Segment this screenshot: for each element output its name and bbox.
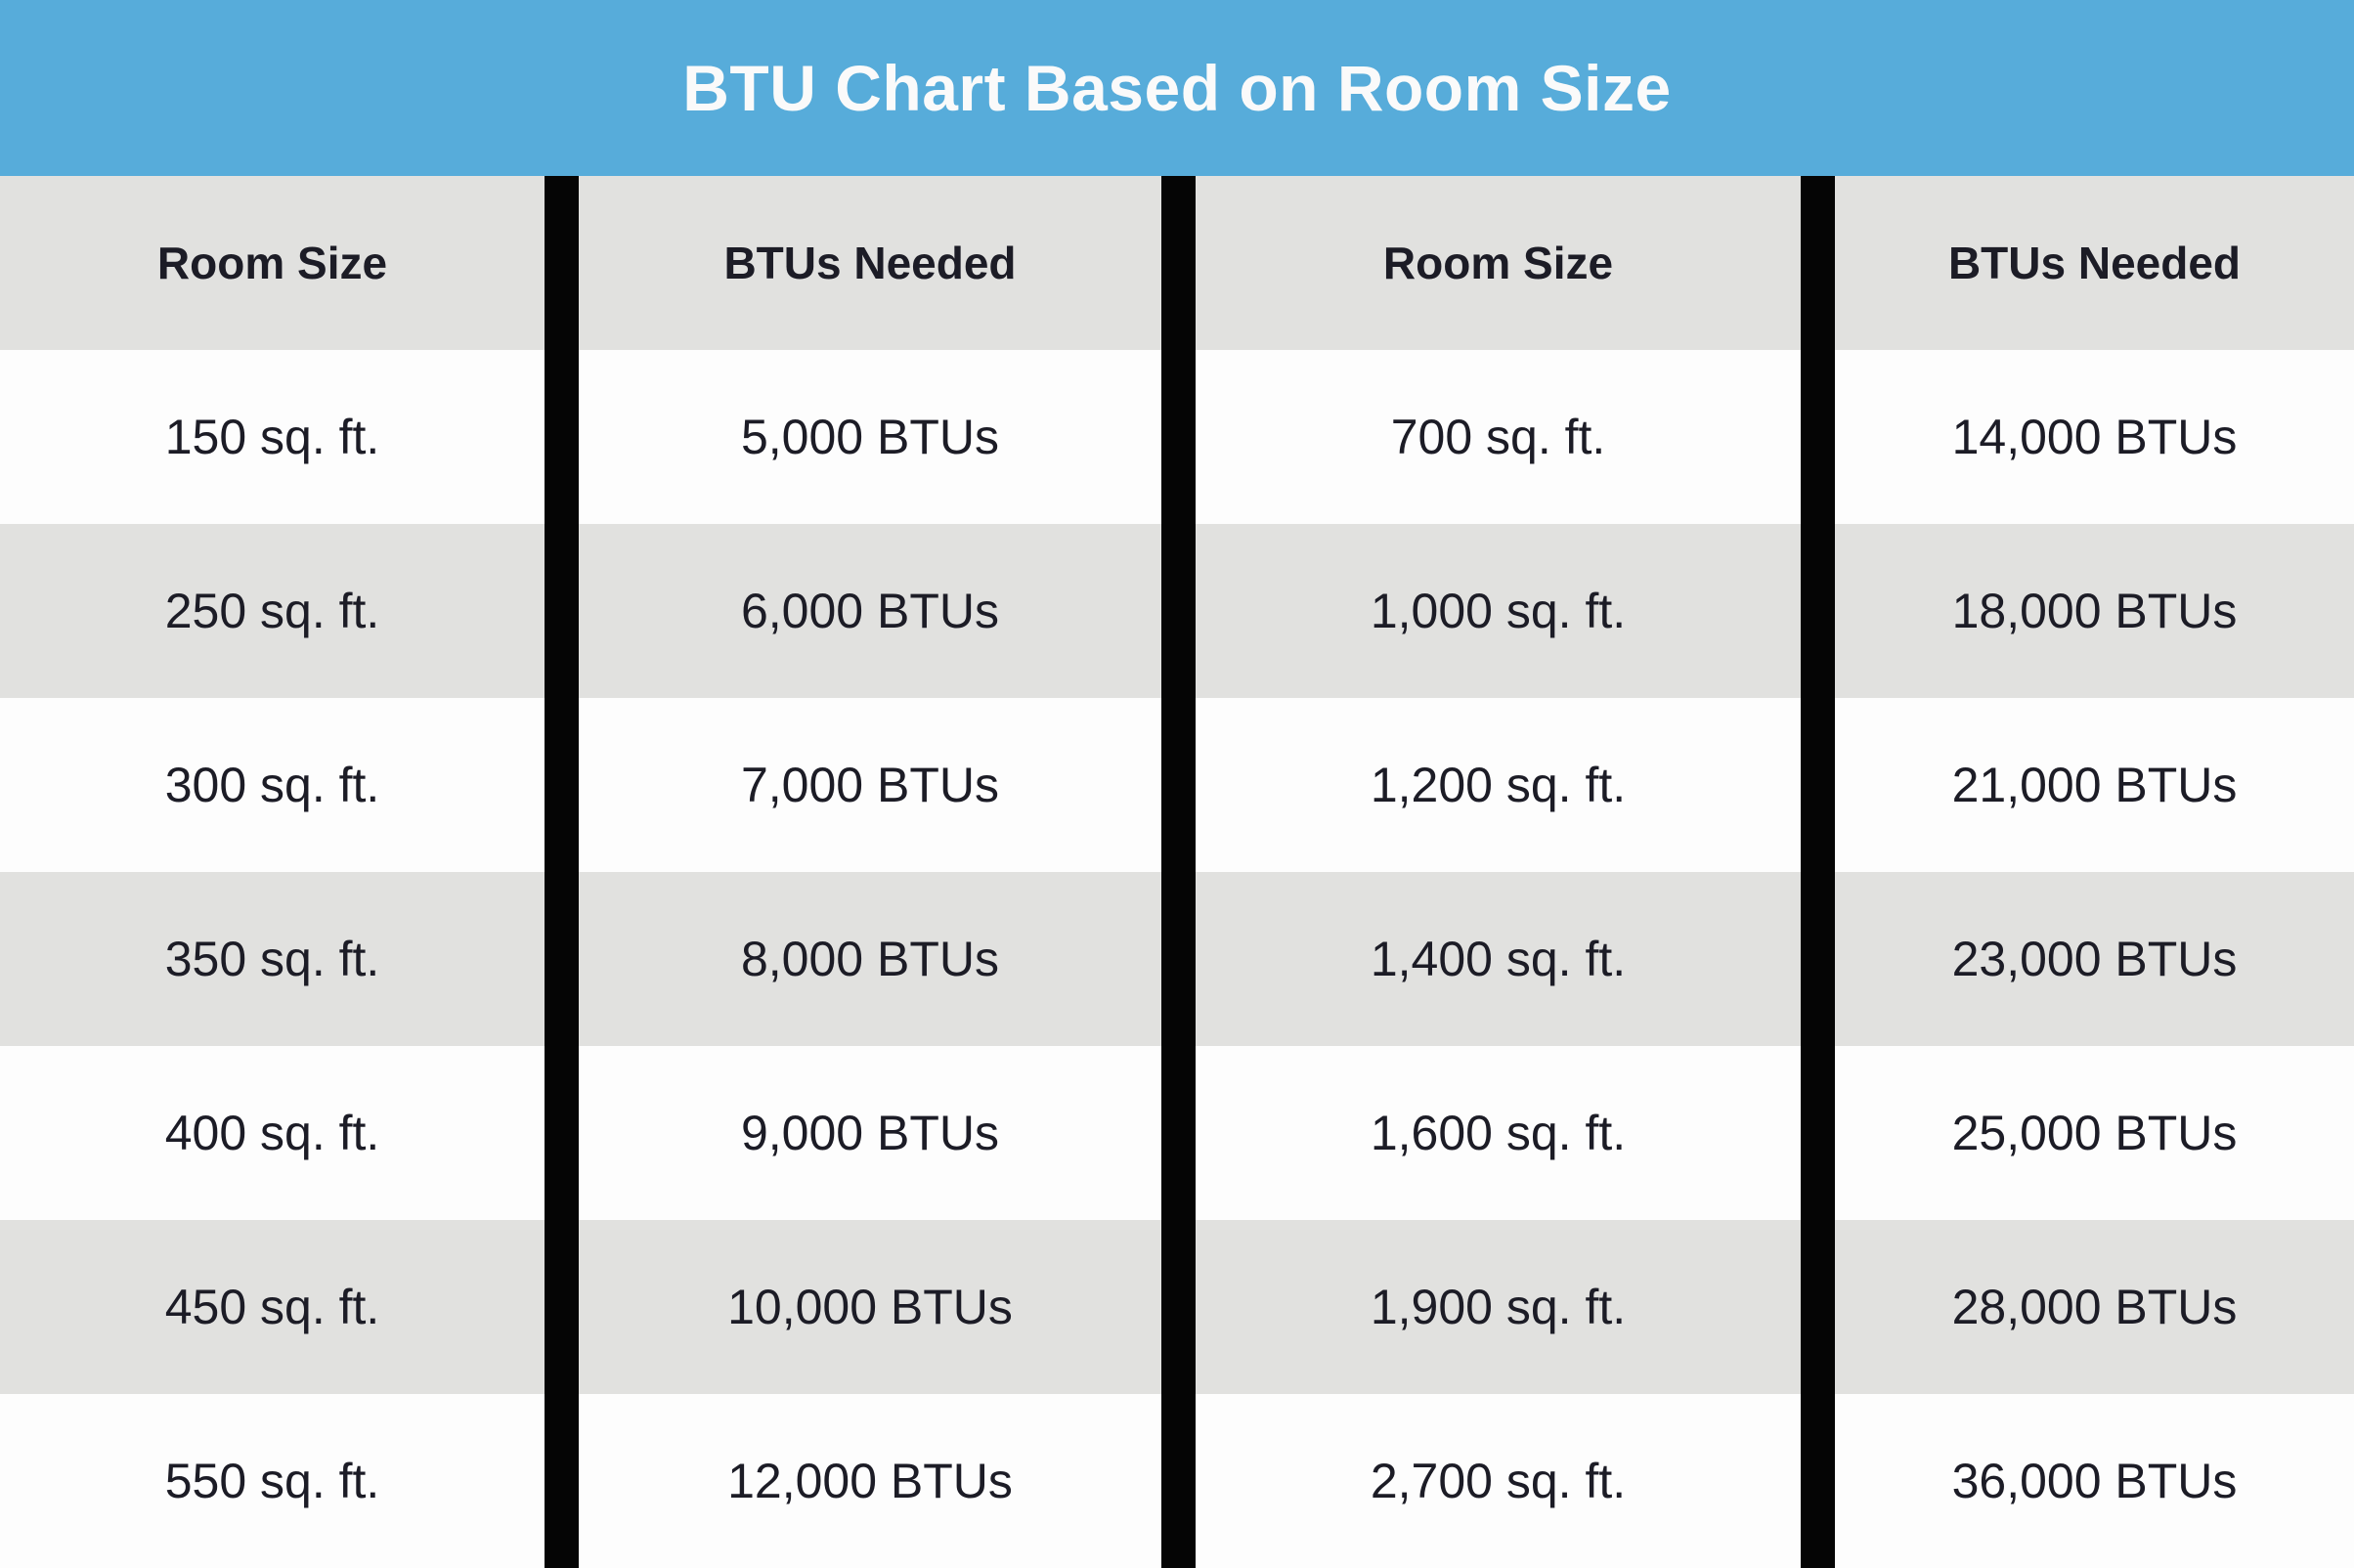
column-divider — [1161, 1394, 1196, 1568]
table-cell: 8,000 BTUs — [579, 872, 1161, 1046]
table-cell: 21,000 BTUs — [1835, 698, 2354, 872]
column-divider — [1801, 350, 1835, 524]
table-cell: 18,000 BTUs — [1835, 524, 2354, 698]
table-cell: 1,200 sq. ft. — [1196, 698, 1801, 872]
table-cell: 6,000 BTUs — [579, 524, 1161, 698]
table-cell: 400 sq. ft. — [0, 1046, 545, 1220]
column-divider — [1161, 698, 1196, 872]
column-divider — [1161, 1046, 1196, 1220]
column-divider — [545, 176, 579, 350]
column-divider — [1161, 350, 1196, 524]
column-divider — [545, 1046, 579, 1220]
table-cell: 25,000 BTUs — [1835, 1046, 2354, 1220]
column-divider — [545, 350, 579, 524]
table-cell: 550 sq. ft. — [0, 1394, 545, 1568]
table-cell: 350 sq. ft. — [0, 872, 545, 1046]
column-header-room-size-left: Room Size — [0, 176, 545, 350]
column-divider — [545, 524, 579, 698]
table-cell: 14,000 BTUs — [1835, 350, 2354, 524]
column-divider — [1801, 698, 1835, 872]
column-header-btus-needed-left: BTUs Needed — [579, 176, 1161, 350]
column-divider — [545, 1220, 579, 1394]
column-header-btus-needed-right: BTUs Needed — [1835, 176, 2354, 350]
title-band: BTU Chart Based on Room Size — [0, 0, 2354, 176]
column-divider — [1801, 1220, 1835, 1394]
table-cell: 2,700 sq. ft. — [1196, 1394, 1801, 1568]
column-header-room-size-right: Room Size — [1196, 176, 1801, 350]
table-cell: 1,900 sq. ft. — [1196, 1220, 1801, 1394]
table-cell: 10,000 BTUs — [579, 1220, 1161, 1394]
table-cell: 250 sq. ft. — [0, 524, 545, 698]
btu-table: Room Size BTUs Needed Room Size BTUs Nee… — [0, 176, 2354, 1568]
column-divider — [1161, 872, 1196, 1046]
column-divider — [1801, 1394, 1835, 1568]
column-divider — [1801, 1046, 1835, 1220]
table-cell: 1,000 sq. ft. — [1196, 524, 1801, 698]
table-cell: 5,000 BTUs — [579, 350, 1161, 524]
table-cell: 450 sq. ft. — [0, 1220, 545, 1394]
column-divider — [1161, 1220, 1196, 1394]
table-cell: 28,000 BTUs — [1835, 1220, 2354, 1394]
column-divider — [1801, 872, 1835, 1046]
column-divider — [545, 698, 579, 872]
column-divider — [1161, 524, 1196, 698]
table-cell: 1,600 sq. ft. — [1196, 1046, 1801, 1220]
column-divider — [1801, 176, 1835, 350]
table-cell: 23,000 BTUs — [1835, 872, 2354, 1046]
column-divider — [545, 1394, 579, 1568]
table-cell: 12,000 BTUs — [579, 1394, 1161, 1568]
column-divider — [545, 872, 579, 1046]
column-divider — [1801, 524, 1835, 698]
table-cell: 1,400 sq. ft. — [1196, 872, 1801, 1046]
table-cell: 300 sq. ft. — [0, 698, 545, 872]
table-cell: 9,000 BTUs — [579, 1046, 1161, 1220]
column-divider — [1161, 176, 1196, 350]
table-cell: 7,000 BTUs — [579, 698, 1161, 872]
table-cell: 150 sq. ft. — [0, 350, 545, 524]
page-title: BTU Chart Based on Room Size — [682, 52, 1672, 124]
table-cell: 700 sq. ft. — [1196, 350, 1801, 524]
table-cell: 36,000 BTUs — [1835, 1394, 2354, 1568]
